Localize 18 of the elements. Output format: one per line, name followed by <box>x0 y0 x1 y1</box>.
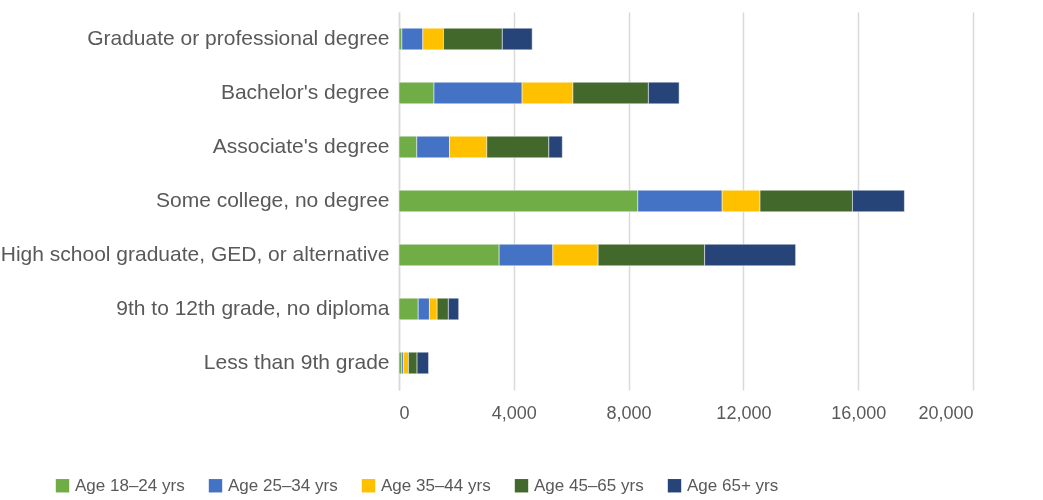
legend-label: Age 35–44 yrs <box>381 475 491 495</box>
x-tick-label: 8,000 <box>606 402 652 423</box>
x-tick-label: 4,000 <box>491 402 537 423</box>
legend-label: Age 65+ yrs <box>687 475 779 495</box>
x-tick-label: 20,000 <box>918 402 974 423</box>
legend-label: Age 25–34 yrs <box>228 475 338 495</box>
x-tick-label: 16,000 <box>831 402 887 423</box>
y-tick-label: Some college, no degree <box>156 188 390 211</box>
y-tick-label: Less than 9th grade <box>203 350 390 373</box>
x-tick-label: 0 <box>399 402 410 423</box>
x-tick-label: 12,000 <box>716 402 772 423</box>
y-tick-label: Bachelor's degree <box>220 80 390 103</box>
y-tick-label: High school graduate, GED, or alternative <box>0 242 390 265</box>
legend-label: Age 45–65 yrs <box>534 475 644 495</box>
y-tick-label: Associate's degree <box>212 134 390 157</box>
y-tick-label: Graduate or professional degree <box>87 26 390 49</box>
legend-label: Age 18–24 yrs <box>75 475 185 495</box>
y-tick-label: 9th to 12th grade, no diploma <box>116 296 390 319</box>
